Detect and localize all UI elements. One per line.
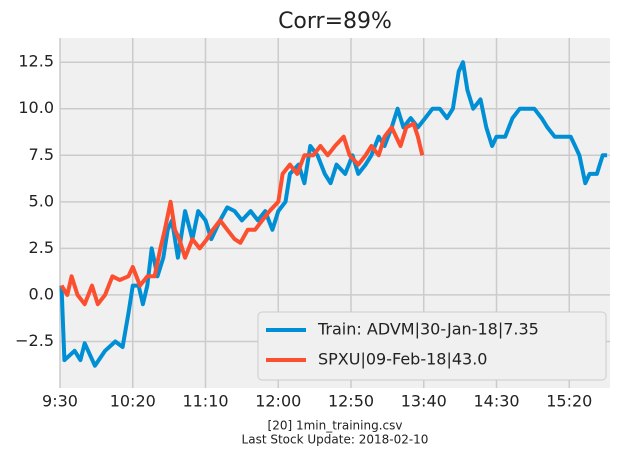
x-tick-label: 10:20 [110, 392, 156, 411]
annotation: Last Stock Update: 2018-02-10 [242, 433, 429, 447]
x-tick-label: 12:50 [328, 392, 374, 411]
series-line [59, 60, 608, 368]
y-tick-label: −2.5 [15, 331, 54, 350]
x-tick-label: 9:30 [42, 392, 78, 411]
y-tick-label: 0.0 [29, 284, 54, 303]
y-tick-label: 2.5 [29, 238, 54, 257]
y-tick-label: 12.5 [18, 52, 54, 71]
y-tick-label: 7.5 [29, 145, 54, 164]
x-tick-label: 13:40 [401, 392, 447, 411]
series-line [59, 121, 425, 307]
x-tick-label: 15:20 [546, 392, 592, 411]
legend-label: Train: ADVM|30-Jan-18|7.35 [317, 320, 539, 339]
legend-label: SPXU|09-Feb-18|43.0 [318, 350, 487, 369]
x-tick-label: 14:30 [473, 392, 519, 411]
y-tick-label: 10.0 [18, 98, 54, 117]
legend-box [257, 311, 607, 381]
annotation: [20] 1min_training.csv [268, 419, 403, 433]
x-tick-label: 11:10 [182, 392, 228, 411]
chart-title: Corr=89% [278, 9, 392, 34]
x-tick-label: 12:00 [255, 392, 301, 411]
y-tick-label: 5.0 [29, 191, 54, 210]
